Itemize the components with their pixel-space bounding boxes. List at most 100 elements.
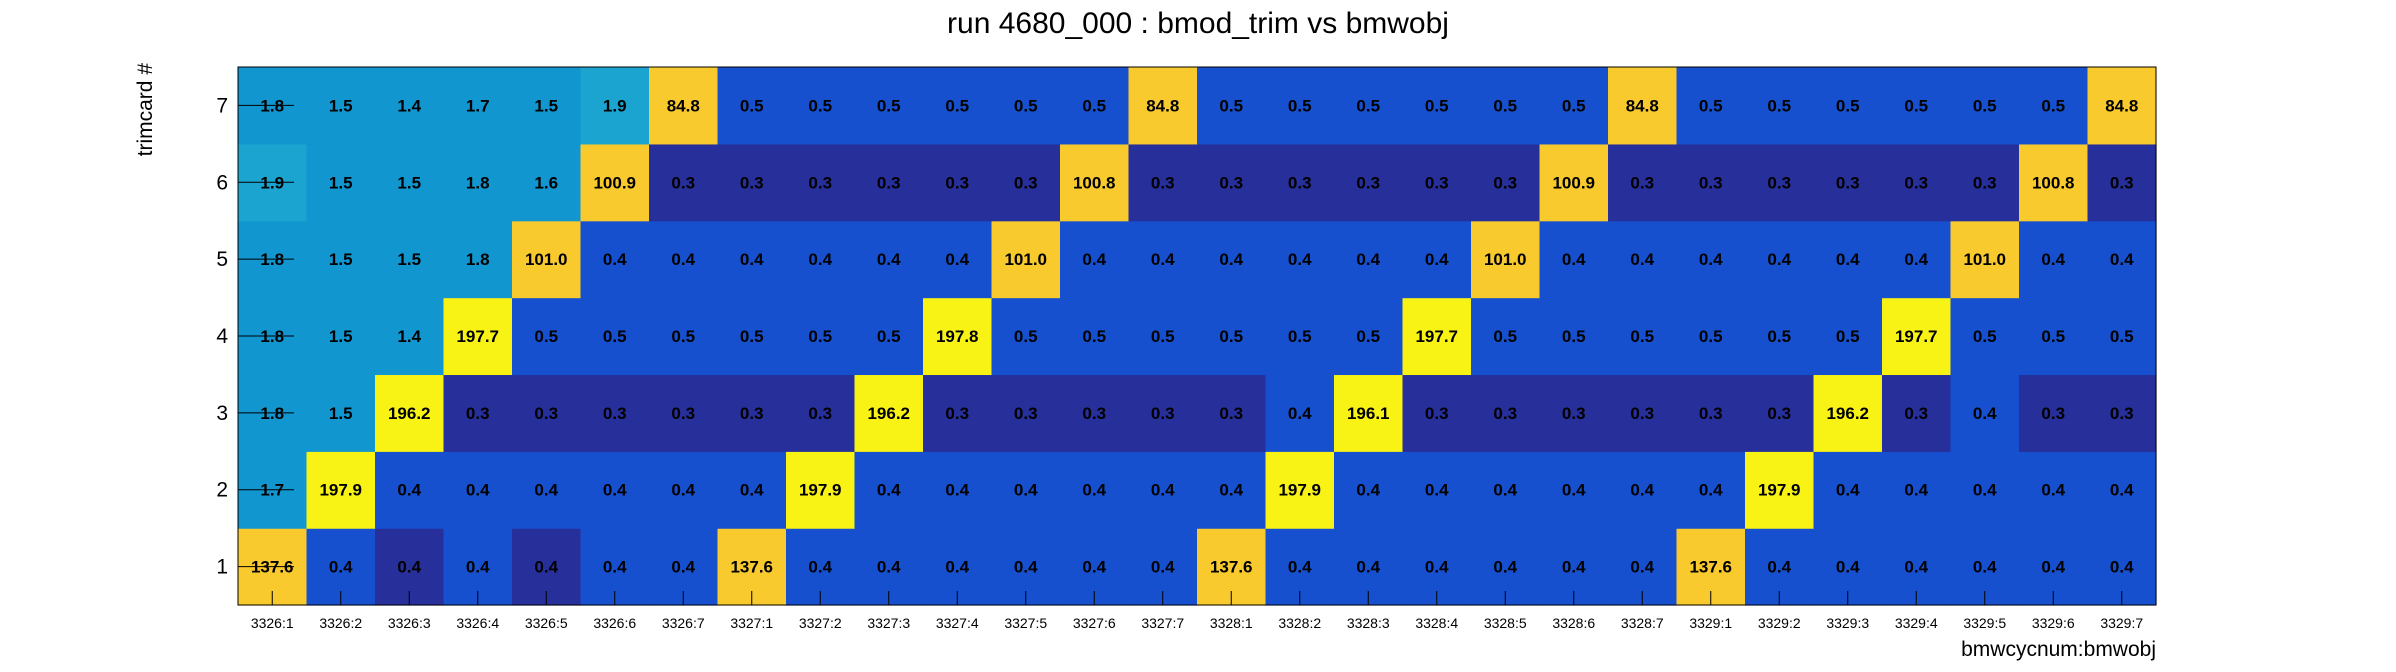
- x-tick-label: 3326:5: [525, 615, 568, 631]
- heatmap-cell: [1882, 143, 1952, 222]
- cell-value-label: 0.5: [671, 327, 695, 346]
- heatmap-cell: [991, 67, 1061, 145]
- cell-value-label: 0.5: [740, 327, 764, 346]
- heatmap-cell: [991, 143, 1061, 222]
- cell-value-label: 0.3: [2110, 173, 2134, 192]
- cell-value-label: 0.4: [1904, 250, 1928, 269]
- heatmap-cell: [2087, 374, 2157, 452]
- cell-value-label: 0.5: [1836, 327, 1860, 346]
- heatmap-cell: [1402, 143, 1472, 222]
- heatmap-cell: [1745, 297, 1815, 376]
- cell-value-label: 1.4: [397, 327, 421, 346]
- x-tick-label: 3328:6: [1552, 615, 1595, 631]
- heatmap-cell: [649, 67, 719, 145]
- cell-value-label: 0.4: [2110, 250, 2134, 269]
- heatmap-cell: [512, 451, 582, 529]
- cell-value-label: 0.4: [1904, 558, 1928, 577]
- x-tick-label: 3329:7: [2100, 615, 2143, 631]
- heatmap-cell: [1471, 297, 1541, 376]
- heatmap-cell: [580, 143, 650, 222]
- heatmap-cell: [1539, 374, 1609, 452]
- heatmap-cell: [1745, 374, 1815, 452]
- x-tick-label: 3327:3: [867, 615, 910, 631]
- y-tick-label: 7: [216, 94, 228, 117]
- cell-value-label: 101.0: [525, 250, 568, 269]
- cell-value-label: 0.4: [1425, 481, 1449, 500]
- cell-value-label: 0.4: [397, 481, 421, 500]
- cell-value-label: 0.3: [1562, 404, 1586, 423]
- heatmap-cell: [1197, 220, 1267, 299]
- cell-value-label: 0.4: [1973, 558, 1997, 577]
- cell-value-label: 0.4: [1288, 250, 1312, 269]
- x-tick-label: 3329:6: [2032, 615, 2075, 631]
- cell-value-label: 0.4: [945, 250, 969, 269]
- heatmap-cell: [375, 451, 445, 529]
- heatmap-cell: [1128, 374, 1198, 452]
- cell-value-label: 0.5: [1562, 327, 1586, 346]
- heatmap-cell: [375, 220, 445, 299]
- cell-value-label: 0.5: [1767, 327, 1791, 346]
- x-tick-label: 3328:2: [1278, 615, 1321, 631]
- heatmap-cell: [1539, 143, 1609, 222]
- cell-value-label: 0.4: [1973, 481, 1997, 500]
- cell-value-label: 0.4: [808, 250, 832, 269]
- x-tick-label: 3329:2: [1758, 615, 1801, 631]
- heatmap-cell: [443, 374, 513, 452]
- heatmap-cell: [375, 67, 445, 145]
- cell-value-label: 1.5: [397, 250, 421, 269]
- heatmap-cell: [306, 67, 376, 145]
- cell-value-label: 84.8: [1146, 96, 1179, 115]
- cell-value-label: 0.4: [1356, 558, 1380, 577]
- heatmap-cell: [1265, 374, 1335, 452]
- cell-value-label: 0.3: [1151, 404, 1175, 423]
- cell-value-label: 0.3: [671, 404, 695, 423]
- heatmap-cell: [1060, 143, 1130, 222]
- heatmap-cell: [1128, 67, 1198, 145]
- cell-value-label: 0.3: [1288, 173, 1312, 192]
- cell-value-label: 0.3: [1356, 173, 1380, 192]
- cell-value-label: 0.4: [877, 481, 901, 500]
- chart-title: run 4680_000 : bmod_trim vs bmwobj: [947, 7, 1449, 40]
- heatmap-cell: [1334, 67, 1404, 145]
- cell-value-label: 0.3: [671, 173, 695, 192]
- cell-value-label: 0.4: [1836, 481, 1860, 500]
- cell-value-label: 0.5: [808, 327, 832, 346]
- heatmap-cell: [2019, 297, 2089, 376]
- heatmap-cell: [2087, 297, 2157, 376]
- cell-value-label: 0.4: [1562, 481, 1586, 500]
- cell-value-label: 1.5: [329, 173, 353, 192]
- cell-value-label: 0.4: [1630, 250, 1654, 269]
- cell-value-label: 0.4: [740, 481, 764, 500]
- x-tick-label: 3329:1: [1689, 615, 1732, 631]
- heatmap-cell: [1265, 67, 1335, 145]
- heatmap-cell: [854, 67, 924, 145]
- heatmap-cell: [1950, 374, 2020, 452]
- heatmap-cell: [2019, 143, 2089, 222]
- x-tick-label: 3327:2: [799, 615, 842, 631]
- cell-value-label: 0.4: [1562, 558, 1586, 577]
- cell-value-label: 0.5: [603, 327, 627, 346]
- cell-value-label: 196.2: [867, 404, 910, 423]
- cell-value-label: 197.7: [1895, 327, 1938, 346]
- heatmap-cell: [854, 451, 924, 529]
- cell-value-label: 0.3: [1014, 173, 1038, 192]
- heatmap-cell: [717, 451, 787, 529]
- heatmap-cells: [238, 67, 2157, 606]
- heatmap-cell: [2019, 67, 2089, 145]
- heatmap-cell: [1334, 220, 1404, 299]
- cell-value-label: 0.5: [1699, 327, 1723, 346]
- cell-value-label: 0.5: [1973, 96, 1997, 115]
- cell-value-label: 0.3: [808, 173, 832, 192]
- cell-value-label: 0.4: [603, 250, 627, 269]
- heatmap-cell: [1334, 374, 1404, 452]
- cell-value-label: 0.4: [1904, 481, 1928, 500]
- heatmap-cell: [923, 374, 993, 452]
- heatmap-cell: [854, 374, 924, 452]
- heatmap-cell: [1813, 451, 1883, 529]
- x-axis-title: bmwcycnum:bmwobj: [1961, 638, 2156, 661]
- heatmap-cell: [649, 374, 719, 452]
- heatmap-cell: [1402, 451, 1472, 529]
- cell-value-label: 0.4: [945, 481, 969, 500]
- cell-value-label: 0.5: [945, 96, 969, 115]
